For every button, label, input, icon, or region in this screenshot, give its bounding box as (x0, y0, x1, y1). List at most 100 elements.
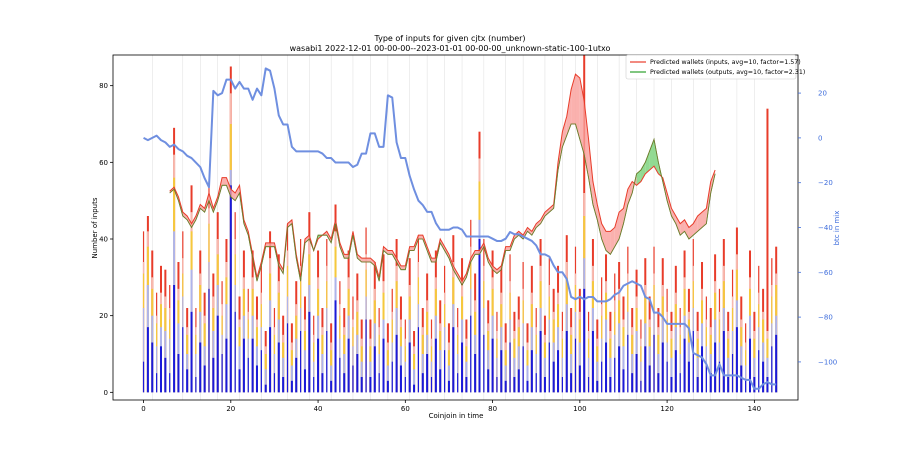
bar-series-0-16 (212, 357, 215, 393)
band-segment-116 (675, 216, 681, 236)
bar-series-0-135 (731, 354, 734, 393)
bar-series-0-49 (356, 354, 359, 393)
band-segment-107 (636, 170, 641, 186)
bar-series-0-60 (404, 377, 406, 393)
bar-series-0-137 (740, 365, 743, 393)
bar-series-0-80 (491, 338, 494, 393)
bar-series-0-76 (474, 354, 477, 393)
bar-series-0-34 (290, 380, 293, 393)
y2-axis-label: btc in mix (833, 211, 841, 246)
bar-series-1-88 (526, 365, 529, 393)
band-segment-55 (409, 246, 415, 251)
inputs-wallets-line (169, 73, 716, 283)
bar-series-0-133 (722, 331, 725, 393)
band-segment-23 (270, 242, 275, 247)
bar-series-0-11 (190, 311, 193, 393)
band-segment-82 (527, 227, 532, 236)
bar-series-0-111 (627, 334, 629, 393)
bar-series-0-25 (251, 338, 254, 393)
band-segment-117 (680, 219, 685, 236)
band-segment-40 (344, 254, 349, 259)
bar-series-0-82 (500, 350, 503, 393)
bar-series-0-119 (661, 342, 664, 393)
bar-series-0-55 (382, 338, 385, 393)
bar-series-0-58 (395, 334, 398, 393)
band-segment-104 (623, 189, 628, 224)
x-tick-label-20: 20 (226, 405, 235, 413)
band-segment-43 (357, 254, 362, 262)
bar-series-0-37 (303, 369, 306, 393)
x-tick-label-80: 80 (488, 405, 497, 413)
band-segment-87 (549, 204, 554, 213)
bar-series-0-100 (578, 365, 581, 393)
bar-series-0-121 (670, 377, 673, 393)
band-segment-97 (592, 181, 598, 220)
band-segment-57 (418, 235, 423, 239)
band-segment-74 (492, 265, 497, 274)
btc-in-mix-path (143, 67, 777, 390)
bar-series-0-61 (408, 342, 411, 393)
chart-legend: Predicted wallets (inputs, avg=10, facto… (625, 54, 805, 80)
y2-tick-label--100: −100 (818, 358, 837, 366)
bar-series-0-4 (159, 346, 162, 393)
x-tick-label-60: 60 (401, 405, 410, 413)
y-tick-label-0: 0 (104, 389, 108, 397)
bar-series-1-81 (496, 357, 498, 393)
legend-inputs-label: Predicted wallets (inputs, avg=10, facto… (650, 59, 801, 66)
bar-series-0-85 (513, 377, 516, 393)
band-segment-91 (566, 89, 572, 136)
bar-series-1-143 (766, 357, 769, 393)
bar-series-0-26 (255, 365, 258, 393)
bar-series-0-122 (674, 350, 677, 393)
bar-series-0-50 (360, 377, 363, 393)
bar-series-0-104 (596, 380, 599, 393)
bar-series-0-44 (334, 300, 337, 393)
bar-series-0-144 (771, 346, 773, 393)
bar-series-0-59 (399, 365, 402, 393)
bar-series-1-3 (156, 346, 158, 393)
bar-series-0-22 (238, 369, 241, 393)
bar-series-1-12 (195, 354, 197, 393)
bar-series-0-9 (182, 327, 184, 393)
bar-series-0-98 (570, 373, 573, 393)
band-segment-100 (606, 231, 611, 255)
y-axis-ticks: 0 20 40 60 80 (99, 82, 113, 397)
bar-series-0-125 (687, 361, 690, 393)
y2-axis-ticks: −100 −80 −60 −40 −20 0 20 (798, 90, 837, 366)
bar-series-0-71 (452, 327, 455, 393)
bar-series-0-114 (640, 380, 642, 393)
bar-series-1-6 (169, 338, 171, 393)
band-segment-96 (588, 139, 593, 205)
legend-outputs-label: Predicted wallets (outputs, avg=10, fact… (650, 69, 805, 76)
bar-series-1-107 (609, 357, 612, 393)
bar-series-0-47 (347, 338, 350, 393)
bar-series-0-73 (461, 342, 464, 393)
prediction-bands (169, 73, 716, 286)
bar-series-0-138 (745, 380, 747, 393)
bar-series-0-53 (373, 346, 376, 393)
bar-series-0-18 (221, 354, 223, 393)
btc-in-mix-line (143, 67, 777, 390)
bar-series-0-107 (609, 377, 612, 393)
bar-series-0-33 (286, 323, 289, 393)
bar-series-0-102 (587, 377, 590, 393)
bar-series-0-72 (457, 373, 459, 393)
bar-series-1-62 (413, 369, 416, 393)
band-segment-119 (688, 223, 694, 239)
bar-series-0-131 (714, 342, 717, 393)
band-segment-15 (235, 185, 240, 201)
bar-series-0-62 (413, 384, 416, 393)
bar-series-0-88 (526, 380, 529, 393)
bar-series-0-120 (666, 361, 668, 393)
band-segment-103 (619, 208, 624, 239)
bar-series-0-28 (264, 384, 267, 393)
bar-series-0-51 (365, 319, 367, 393)
bar-series-0-46 (343, 373, 346, 393)
bar-series-0-89 (530, 350, 533, 393)
band-segment-75 (496, 265, 502, 274)
bar-series-1-96 (561, 357, 563, 393)
bar-series-0-40 (317, 338, 320, 393)
bar-series-0-115 (644, 346, 647, 393)
bar-series-0-136 (735, 327, 738, 393)
bar-series-0-39 (313, 377, 315, 393)
